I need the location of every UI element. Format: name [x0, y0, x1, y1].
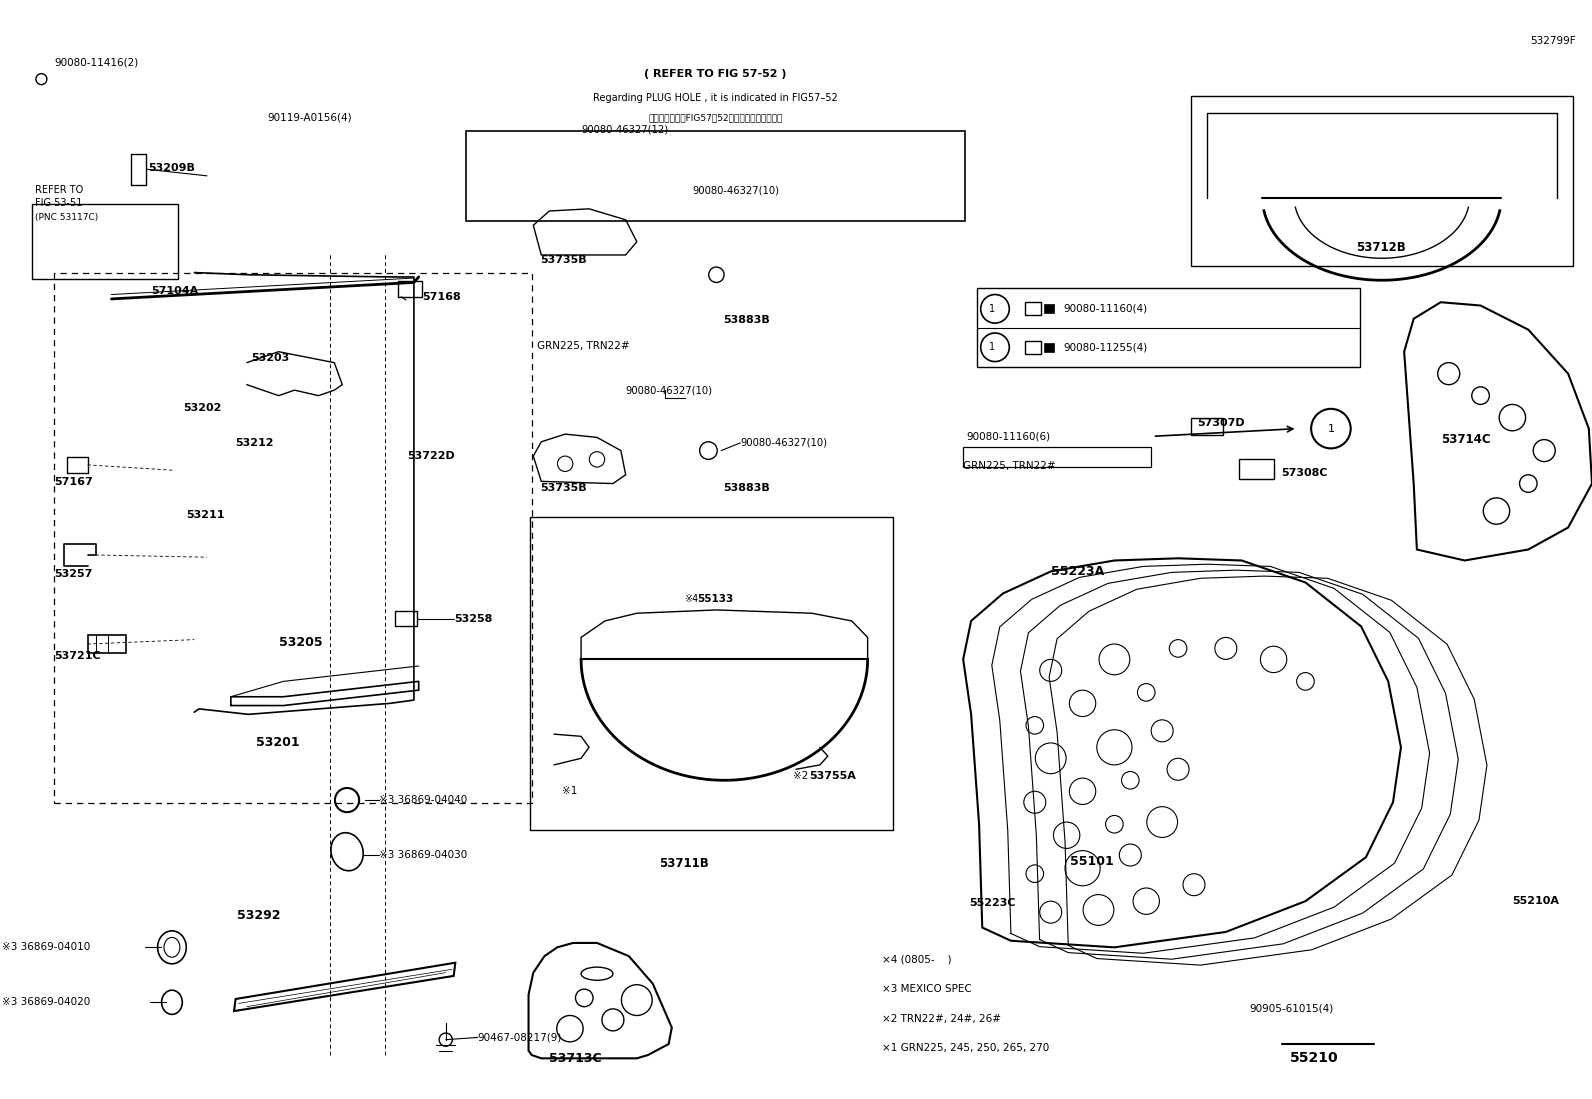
Text: 53211: 53211	[186, 510, 224, 521]
Text: 53257: 53257	[54, 568, 92, 579]
Text: 53203: 53203	[252, 353, 290, 364]
Text: Regarding PLUG HOLE , it is indicated in FIG57–52: Regarding PLUG HOLE , it is indicated in…	[594, 92, 837, 103]
Text: 1: 1	[989, 303, 995, 314]
Text: ※3 36869-04010: ※3 36869-04010	[2, 942, 89, 953]
Text: 53721C: 53721C	[54, 651, 100, 662]
Text: 90905-61015(4): 90905-61015(4)	[1250, 1003, 1334, 1014]
Text: プラグホールはFIG57－52に搭載してあります。: プラグホールはFIG57－52に搭載してあります。	[648, 113, 783, 122]
Polygon shape	[1404, 302, 1592, 560]
Polygon shape	[533, 434, 626, 484]
Polygon shape	[234, 963, 455, 1011]
Text: ※3 36869-04040: ※3 36869-04040	[379, 795, 466, 806]
Text: 90080-11255(4): 90080-11255(4)	[1063, 342, 1148, 353]
Text: 55223C: 55223C	[970, 898, 1016, 909]
Text: 1: 1	[1328, 423, 1334, 434]
Text: 57168: 57168	[422, 291, 460, 302]
Text: 53202: 53202	[183, 402, 221, 413]
Text: 53201: 53201	[256, 736, 299, 750]
Text: 90119-A0156(4): 90119-A0156(4)	[267, 112, 352, 123]
Text: 55223A: 55223A	[1051, 565, 1103, 578]
Text: 53209B: 53209B	[148, 163, 194, 174]
Polygon shape	[88, 635, 126, 653]
Text: 57308C: 57308C	[1282, 467, 1328, 478]
Text: 53712B: 53712B	[1356, 241, 1406, 254]
Text: 1: 1	[989, 342, 995, 353]
Bar	[530, 517, 893, 830]
Text: 53735B: 53735B	[540, 482, 586, 493]
Text: 53258: 53258	[454, 613, 492, 624]
Text: 57104A: 57104A	[151, 286, 199, 297]
Text: ※3 36869-04020: ※3 36869-04020	[2, 997, 89, 1008]
Text: 57167: 57167	[54, 477, 92, 488]
Text: 53292: 53292	[237, 909, 280, 922]
Text: ×4 (0805-    ): ×4 (0805- )	[882, 954, 952, 965]
Polygon shape	[1191, 418, 1223, 435]
Bar	[32, 204, 178, 279]
Text: 90080-11160(4): 90080-11160(4)	[1063, 303, 1148, 314]
Text: 55101: 55101	[1070, 855, 1113, 868]
Text: 53714C: 53714C	[1441, 433, 1490, 446]
Polygon shape	[963, 558, 1401, 947]
Text: ×1 GRN225, 245, 250, 265, 270: ×1 GRN225, 245, 250, 265, 270	[882, 1043, 1049, 1054]
Polygon shape	[1044, 343, 1054, 352]
Text: ×3 MEXICO SPEC: ×3 MEXICO SPEC	[882, 984, 971, 995]
Polygon shape	[533, 209, 637, 255]
Text: 55210: 55210	[1290, 1052, 1339, 1065]
Text: 90080-11416(2): 90080-11416(2)	[54, 57, 139, 68]
Bar	[54, 273, 532, 803]
Text: 53883B: 53883B	[723, 482, 769, 493]
Text: ※3 36869-04030: ※3 36869-04030	[379, 850, 466, 861]
Text: 532799F: 532799F	[1530, 35, 1576, 46]
Bar	[977, 288, 1360, 367]
Text: 53711B: 53711B	[659, 857, 708, 870]
Text: 55133: 55133	[697, 593, 734, 604]
Polygon shape	[1025, 341, 1041, 354]
Text: 90080-46327(10): 90080-46327(10)	[693, 185, 780, 196]
Polygon shape	[1044, 304, 1054, 313]
Text: (PNC 53117C): (PNC 53117C)	[35, 213, 99, 222]
Text: 53722D: 53722D	[408, 451, 455, 462]
Bar	[1191, 96, 1573, 266]
Polygon shape	[398, 281, 422, 297]
Text: ※2: ※2	[793, 770, 809, 781]
Text: 57307D: 57307D	[1197, 418, 1245, 429]
Bar	[963, 447, 1151, 467]
Polygon shape	[529, 943, 672, 1058]
Bar	[466, 131, 965, 221]
Text: GRN225, TRN22#: GRN225, TRN22#	[537, 341, 629, 352]
Text: 90080-46327(10): 90080-46327(10)	[740, 437, 828, 448]
Text: ( REFER TO FIG 57-52 ): ( REFER TO FIG 57-52 )	[645, 68, 786, 79]
Polygon shape	[1239, 459, 1274, 479]
Text: 53735B: 53735B	[540, 255, 586, 266]
Text: ※1: ※1	[562, 786, 578, 797]
Text: 53205: 53205	[279, 636, 322, 650]
Text: GRN225, TRN22#: GRN225, TRN22#	[963, 460, 1055, 471]
Text: ※4: ※4	[685, 593, 699, 604]
Polygon shape	[395, 611, 417, 626]
Text: 53883B: 53883B	[723, 314, 769, 325]
Text: ×2 TRN22#, 24#, 26#: ×2 TRN22#, 24#, 26#	[882, 1013, 1001, 1024]
Text: 90080-46327(10): 90080-46327(10)	[626, 385, 713, 396]
Text: 53713C: 53713C	[549, 1052, 602, 1065]
Polygon shape	[1025, 302, 1041, 315]
Text: REFER TO: REFER TO	[35, 185, 83, 196]
Text: FIG 53-51: FIG 53-51	[35, 198, 83, 209]
Text: 90467-08217(9): 90467-08217(9)	[478, 1032, 562, 1043]
Text: 90080-46327(12): 90080-46327(12)	[581, 124, 669, 135]
Text: 90080-11160(6): 90080-11160(6)	[966, 431, 1051, 442]
Text: 55210A: 55210A	[1512, 896, 1560, 907]
Text: 53212: 53212	[236, 437, 274, 448]
Text: 53755A: 53755A	[809, 770, 855, 781]
